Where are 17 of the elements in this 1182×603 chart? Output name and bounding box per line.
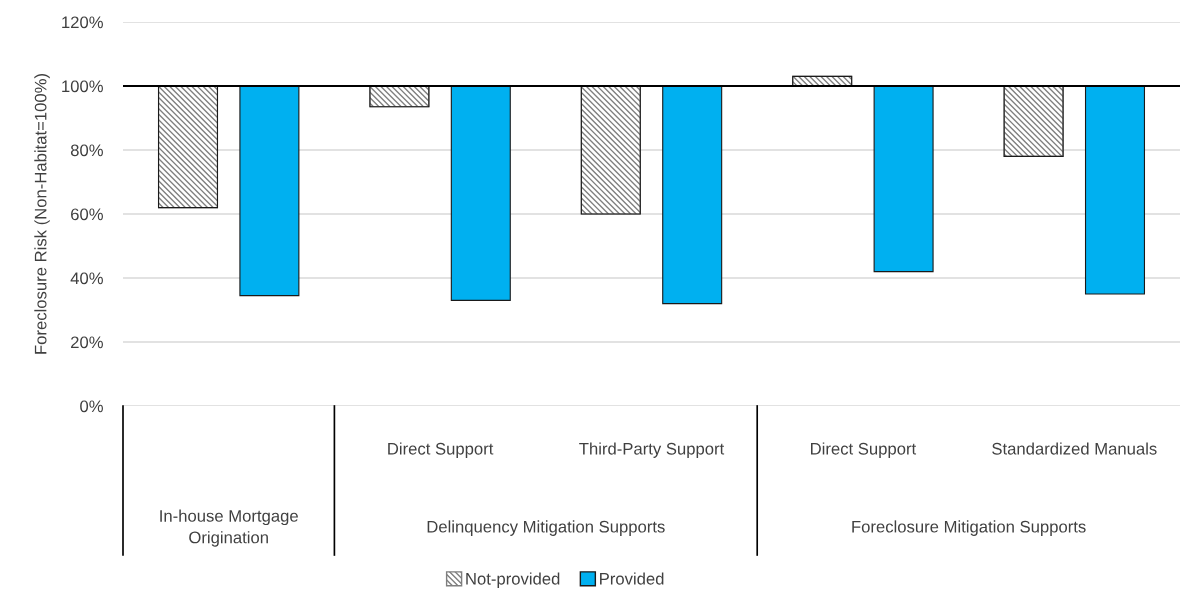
x-tick-label: Direct Support	[388, 442, 494, 458]
text: In-house Mortgage Origination	[160, 509, 298, 547]
y-tick-label: 20%	[71, 336, 103, 349]
text: Foreclosure Mitigation Supports	[852, 520, 1086, 536]
y-tick-label: 100%	[62, 80, 103, 93]
y-tick-label: 0%	[80, 400, 103, 413]
x-tick-label: Direct Support	[811, 442, 917, 458]
y-tick-label: 80%	[70, 144, 103, 157]
text: Delinquency Mitigation Supports	[427, 520, 665, 536]
y-axis-title: Foreclosure Risk (Non-Habitat=100%)	[34, 74, 50, 354]
legend-label: Not-provided	[466, 572, 560, 588]
legend-label: Provided	[600, 572, 664, 585]
y-tick-label: 120%	[62, 16, 103, 29]
x-tick-label: Third-Party Support	[579, 442, 725, 458]
y-tick-label: 60%	[71, 208, 103, 221]
y-tick-label: 40%	[70, 272, 103, 285]
x-tick-label: Standardized Manuals	[992, 442, 1157, 455]
